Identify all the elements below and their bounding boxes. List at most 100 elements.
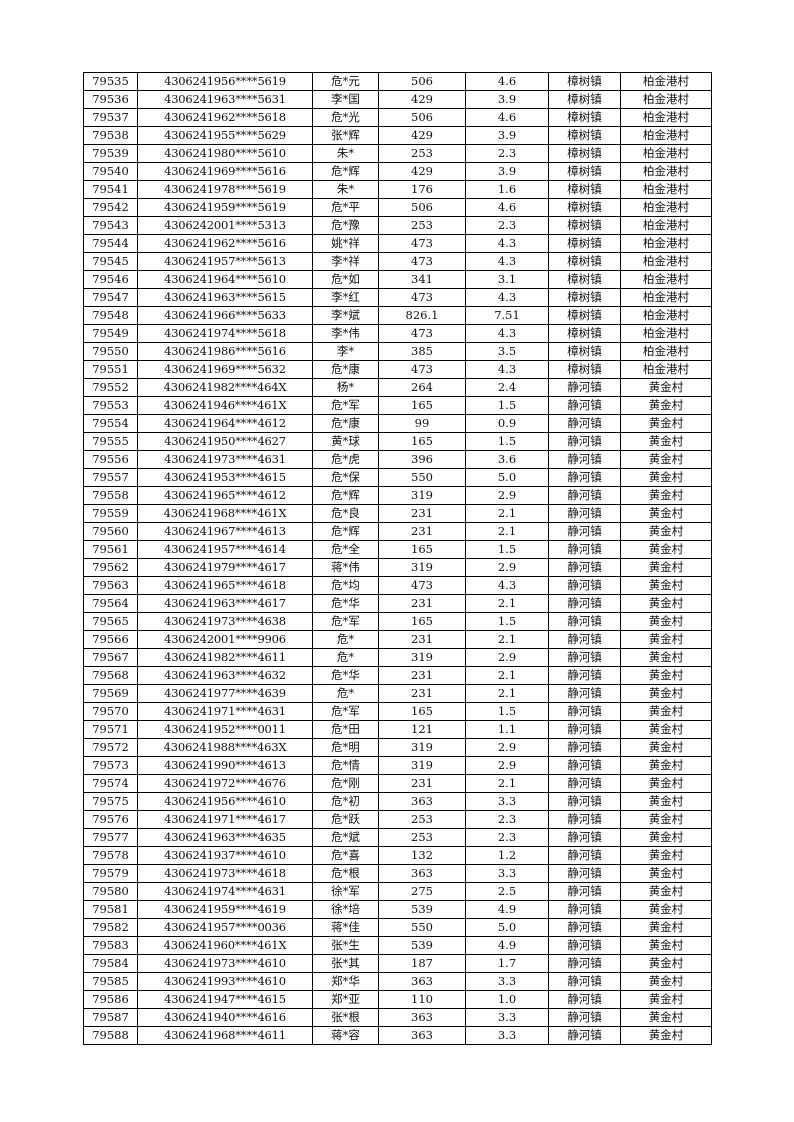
area-cell: 3.3: [465, 1026, 549, 1045]
amount-cell: 363: [378, 1026, 466, 1045]
village-cell: 黄金村: [620, 702, 712, 721]
id-number-cell: 4306241960****461X: [137, 936, 313, 955]
table-row: 79579 4306241973****4618 危*根 363 3.3 静河镇 黄金村: [83, 864, 712, 883]
town-cell: 静河镇: [548, 864, 621, 883]
amount-cell: 396: [378, 450, 466, 469]
amount-cell: 363: [378, 972, 466, 991]
id-number-cell: 4306241957****5613: [137, 252, 313, 271]
table-row: 79568 4306241963****4632 危*华 231 2.1 静河镇 黄金村: [83, 666, 712, 685]
amount-cell: 264: [378, 378, 466, 397]
village-cell: 黄金村: [620, 630, 712, 649]
serial-number-cell: 79539: [83, 144, 138, 163]
amount-cell: 539: [378, 936, 466, 955]
area-cell: 2.1: [465, 594, 549, 613]
id-number-cell: 4306241967****4613: [137, 522, 313, 541]
serial-number-cell: 79585: [83, 972, 138, 991]
area-cell: 3.6: [465, 450, 549, 469]
area-cell: 2.1: [465, 774, 549, 793]
area-cell: 1.7: [465, 954, 549, 973]
area-cell: 0.9: [465, 414, 549, 433]
amount-cell: 176: [378, 180, 466, 199]
id-number-cell: 4306241956****4610: [137, 792, 313, 811]
serial-number-cell: 79550: [83, 342, 138, 361]
area-cell: 1.5: [465, 612, 549, 631]
area-cell: 2.9: [465, 558, 549, 577]
area-cell: 4.6: [465, 72, 549, 91]
id-number-cell: 4306241946****461X: [137, 396, 313, 415]
area-cell: 4.9: [465, 936, 549, 955]
town-cell: 樟树镇: [548, 144, 621, 163]
name-cell: 黄*球: [312, 432, 379, 451]
town-cell: 樟树镇: [548, 360, 621, 379]
amount-cell: 319: [378, 486, 466, 505]
village-cell: 黄金村: [620, 954, 712, 973]
id-number-cell: 4306241965****4618: [137, 576, 313, 595]
serial-number-cell: 79559: [83, 504, 138, 523]
table-row: 79587 4306241940****4616 张*根 363 3.3 静河镇 黄金村: [83, 1008, 712, 1027]
id-number-cell: 4306241963****4635: [137, 828, 313, 847]
name-cell: 危*光: [312, 108, 379, 127]
amount-cell: 385: [378, 342, 466, 361]
village-cell: 黄金村: [620, 936, 712, 955]
village-cell: 黄金村: [620, 522, 712, 541]
name-cell: 危*明: [312, 738, 379, 757]
id-number-cell: 4306241982****464X: [137, 378, 313, 397]
serial-number-cell: 79545: [83, 252, 138, 271]
table-row: 79539 4306241980****5610 朱* 253 2.3 樟树镇 柏金港村: [83, 144, 712, 163]
table-row: 79554 4306241964****4612 危*康 99 0.9 静河镇 黄金村: [83, 414, 712, 433]
town-cell: 静河镇: [548, 414, 621, 433]
serial-number-cell: 79580: [83, 882, 138, 901]
id-number-cell: 4306241982****4611: [137, 648, 313, 667]
village-cell: 黄金村: [620, 468, 712, 487]
town-cell: 静河镇: [548, 756, 621, 775]
area-cell: 2.9: [465, 756, 549, 775]
serial-number-cell: 79572: [83, 738, 138, 757]
name-cell: 张*生: [312, 936, 379, 955]
town-cell: 静河镇: [548, 576, 621, 595]
town-cell: 静河镇: [548, 720, 621, 739]
amount-cell: 231: [378, 774, 466, 793]
area-cell: 4.3: [465, 324, 549, 343]
id-number-cell: 4306241993****4610: [137, 972, 313, 991]
table-row: 79551 4306241969****5632 危*康 473 4.3 樟树镇 柏金港村: [83, 360, 712, 379]
village-cell: 黄金村: [620, 450, 712, 469]
serial-number-cell: 79581: [83, 900, 138, 919]
serial-number-cell: 79579: [83, 864, 138, 883]
id-number-cell: 4306241974****5618: [137, 324, 313, 343]
table-row: 79573 4306241990****4613 危*情 319 2.9 静河镇 黄金村: [83, 756, 712, 775]
table-row: 79538 4306241955****5629 张*辉 429 3.9 樟树镇 柏金港村: [83, 126, 712, 145]
town-cell: 静河镇: [548, 504, 621, 523]
table-row: 79545 4306241957****5613 李*祥 473 4.3 樟树镇 柏金港村: [83, 252, 712, 271]
name-cell: 危*辉: [312, 522, 379, 541]
name-cell: 张*其: [312, 954, 379, 973]
id-number-cell: 4306241966****5633: [137, 306, 313, 325]
town-cell: 静河镇: [548, 450, 621, 469]
name-cell: 危*: [312, 630, 379, 649]
serial-number-cell: 79582: [83, 918, 138, 937]
amount-cell: 99: [378, 414, 466, 433]
area-cell: 2.4: [465, 378, 549, 397]
amount-cell: 231: [378, 594, 466, 613]
table-row: 79561 4306241957****4614 危*全 165 1.5 静河镇 黄金村: [83, 540, 712, 559]
amount-cell: 121: [378, 720, 466, 739]
name-cell: 姚*祥: [312, 234, 379, 253]
town-cell: 樟树镇: [548, 126, 621, 145]
amount-cell: 231: [378, 522, 466, 541]
area-cell: 1.5: [465, 702, 549, 721]
area-cell: 1.2: [465, 846, 549, 865]
village-cell: 黄金村: [620, 1008, 712, 1027]
id-number-cell: 4306241973****4618: [137, 864, 313, 883]
town-cell: 樟树镇: [548, 162, 621, 181]
village-cell: 黄金村: [620, 882, 712, 901]
village-cell: 柏金港村: [620, 72, 712, 91]
town-cell: 静河镇: [548, 828, 621, 847]
id-number-cell: 4306241988****463X: [137, 738, 313, 757]
area-cell: 3.3: [465, 1008, 549, 1027]
amount-cell: 506: [378, 198, 466, 217]
table-row: 79581 4306241959****4619 徐*培 539 4.9 静河镇 黄金村: [83, 900, 712, 919]
id-number-cell: 4306241971****4617: [137, 810, 313, 829]
table-row: 79540 4306241969****5616 危*辉 429 3.9 樟树镇 柏金港村: [83, 162, 712, 181]
village-cell: 黄金村: [620, 558, 712, 577]
area-cell: 4.3: [465, 288, 549, 307]
village-cell: 黄金村: [620, 990, 712, 1009]
